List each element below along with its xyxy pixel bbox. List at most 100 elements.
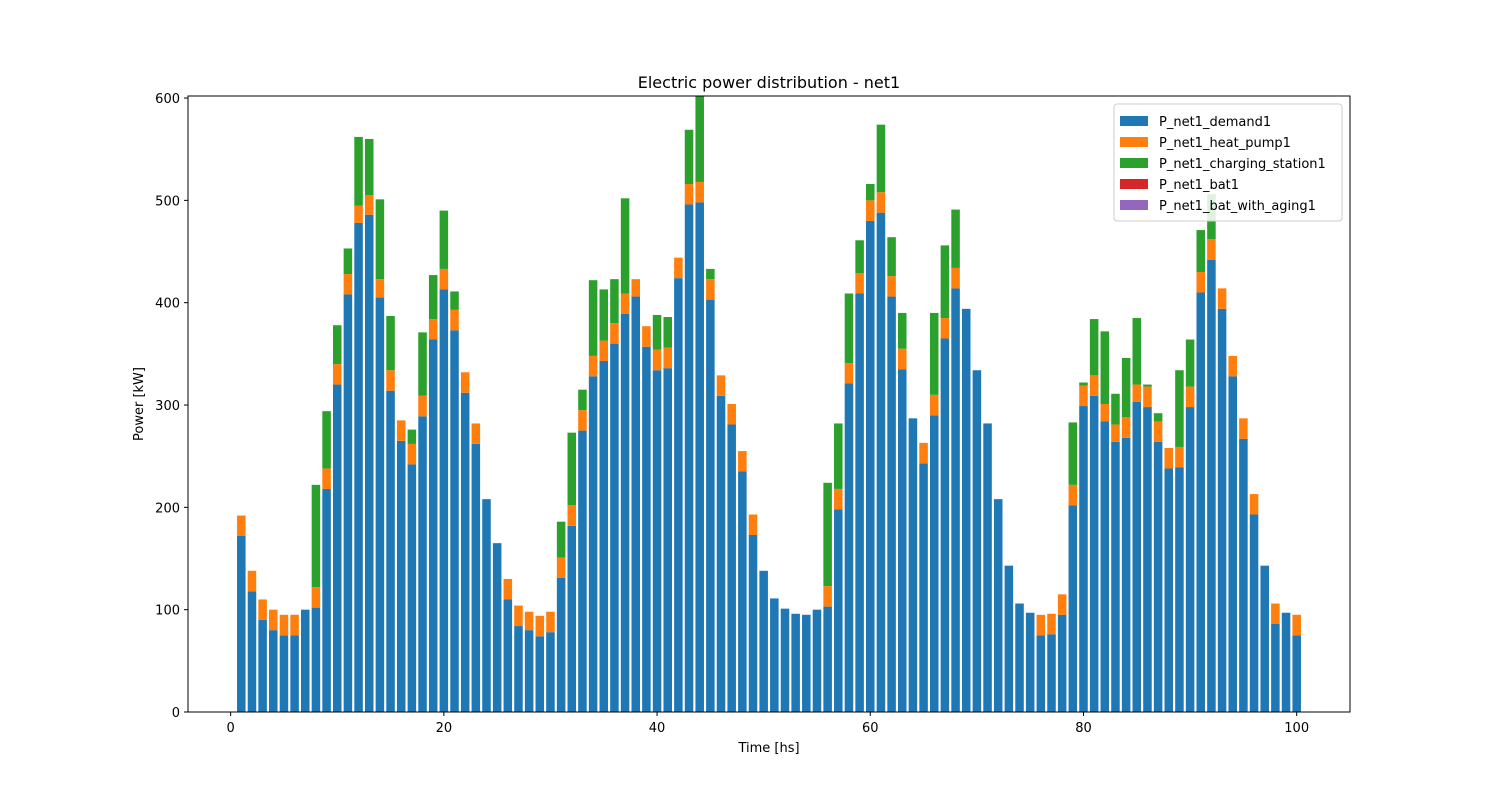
bar-series1-t17 xyxy=(407,443,417,465)
bar-series2-t31 xyxy=(556,521,566,558)
bar-series0-t60 xyxy=(866,220,875,712)
bar-series0-t27 xyxy=(514,626,523,712)
bar-series0-t39 xyxy=(642,346,651,712)
bar-series1-t90 xyxy=(1185,386,1195,408)
legend-swatch xyxy=(1120,116,1148,126)
bar-series0-t74 xyxy=(1015,603,1024,712)
bar-series2-t62 xyxy=(887,237,896,277)
bar-series0-t15 xyxy=(386,390,395,712)
bar-series1-t84 xyxy=(1121,417,1131,438)
bar-series1-t92 xyxy=(1207,239,1216,260)
bar-series0-t67 xyxy=(940,338,950,712)
bar-series1-t62 xyxy=(887,276,896,297)
bar-series1-t29 xyxy=(535,615,545,637)
bar-series2-t35 xyxy=(599,289,609,341)
bar-series1-t39 xyxy=(642,326,651,347)
bar-series1-t2 xyxy=(247,570,257,592)
x-tick-label: 40 xyxy=(649,721,666,736)
bar-series2-t41 xyxy=(663,317,672,348)
bar-series1-t59 xyxy=(855,273,864,294)
bar-series1-t5 xyxy=(279,614,289,636)
bar-series0-t58 xyxy=(844,383,854,712)
bar-series0-t56 xyxy=(823,606,832,712)
bar-series1-t94 xyxy=(1228,355,1237,377)
bar-series0-t48 xyxy=(738,471,747,712)
bar-series0-t76 xyxy=(1036,635,1046,712)
bar-series0-t12 xyxy=(354,222,363,712)
bar-series0-t86 xyxy=(1143,407,1152,712)
bar-series0-t1 xyxy=(237,536,246,712)
bar-series0-t23 xyxy=(471,443,481,712)
bar-series2-t43 xyxy=(684,129,694,184)
bar-series2-t59 xyxy=(855,240,864,274)
axes-frame xyxy=(187,95,1351,713)
y-tick-label: 400 xyxy=(155,297,180,312)
bar-series1-t30 xyxy=(546,611,555,633)
bar-series1-t85 xyxy=(1132,384,1142,402)
bar-series1-t6 xyxy=(290,614,299,636)
bar-series0-t65 xyxy=(919,463,928,712)
bar-series1-t20 xyxy=(439,268,449,290)
bar-series0-t88 xyxy=(1164,468,1174,712)
bar-series1-t21 xyxy=(450,309,459,331)
bar-series0-t69 xyxy=(961,308,971,712)
bar-series1-t13 xyxy=(364,195,374,215)
bar-series2-t10 xyxy=(332,325,342,365)
bar-series0-t64 xyxy=(908,418,918,712)
bar-series0-t17 xyxy=(407,464,417,712)
bar-series0-t96 xyxy=(1249,514,1259,712)
bar-series0-t26 xyxy=(503,599,513,712)
bar-series0-t45 xyxy=(706,299,715,712)
bar-series1-t4 xyxy=(269,609,278,631)
bar-series0-t35 xyxy=(599,361,609,712)
chart-title: Electric power distribution - net1 xyxy=(638,73,900,92)
bar-series0-t6 xyxy=(290,635,299,712)
bar-series1-t81 xyxy=(1089,375,1099,396)
bar-series2-t67 xyxy=(940,245,950,319)
legend-label: P_net1_charging_station1 xyxy=(1159,157,1326,172)
bar-series1-t10 xyxy=(332,364,342,385)
bar-series0-t38 xyxy=(631,296,641,712)
bar-series0-t2 xyxy=(247,591,257,712)
bar-series0-t16 xyxy=(396,440,406,712)
x-tick-label: 20 xyxy=(436,721,453,736)
bar-series2-t63 xyxy=(897,312,907,349)
bar-series0-t7 xyxy=(301,609,310,712)
bar-series2-t85 xyxy=(1132,318,1142,385)
bar-series0-t94 xyxy=(1228,376,1237,712)
bar-series1-t78 xyxy=(1057,594,1067,615)
bar-series1-t36 xyxy=(610,323,619,344)
bar-series0-t93 xyxy=(1217,308,1227,712)
bar-series0-t92 xyxy=(1207,259,1216,712)
bar-series2-t56 xyxy=(823,482,832,587)
bar-series1-t34 xyxy=(588,355,598,377)
bar-series0-t59 xyxy=(855,293,864,712)
bar-series0-t81 xyxy=(1089,395,1099,712)
bar-series0-t55 xyxy=(812,609,822,712)
bar-series0-t9 xyxy=(322,488,331,712)
bar-series1-t22 xyxy=(460,372,470,393)
bar-series0-t11 xyxy=(343,294,353,712)
bar-series0-t24 xyxy=(482,499,491,712)
bar-series2-t86 xyxy=(1143,384,1152,387)
bar-series1-t33 xyxy=(578,410,587,431)
bar-series1-t47 xyxy=(727,404,736,425)
y-axis-label: Power [kW] xyxy=(132,367,147,441)
x-tick-label: 60 xyxy=(862,721,879,736)
y-axis-ticks: 0 100 200 300 400 500 600 xyxy=(155,92,188,721)
bar-series1-t68 xyxy=(951,267,960,289)
bar-series0-t21 xyxy=(450,330,459,712)
bar-series1-t98 xyxy=(1271,603,1280,624)
y-tick-label: 100 xyxy=(155,604,180,619)
bar-series1-t57 xyxy=(834,488,843,510)
legend-box xyxy=(1113,103,1343,222)
bar-series1-t63 xyxy=(897,348,907,370)
bar-series1-t31 xyxy=(556,557,566,578)
bar-series1-t32 xyxy=(567,505,577,526)
bar-series0-t28 xyxy=(524,630,534,712)
bar-series1-t86 xyxy=(1143,386,1152,408)
bar-series2-t61 xyxy=(876,124,886,193)
bar-series0-t47 xyxy=(727,424,736,712)
bar-series1-t44 xyxy=(695,181,704,203)
